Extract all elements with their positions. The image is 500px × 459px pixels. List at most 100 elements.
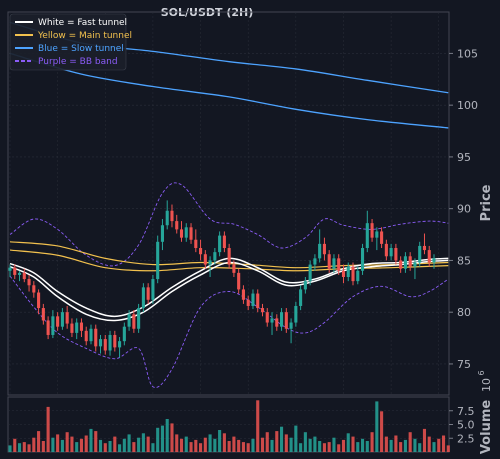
candle-body xyxy=(156,241,160,280)
candle-body xyxy=(384,243,388,257)
candle-body xyxy=(151,279,155,300)
candle-body xyxy=(394,248,398,261)
volume-bar xyxy=(375,401,379,452)
volume-bar xyxy=(351,436,355,452)
candle-body xyxy=(422,245,427,251)
volume-bar xyxy=(60,439,64,452)
volume-bar xyxy=(218,430,222,452)
volume-bar xyxy=(65,432,69,452)
candle-body xyxy=(118,341,122,348)
candle-body xyxy=(194,239,198,249)
candle-body xyxy=(341,270,346,277)
volume-bar xyxy=(146,436,150,452)
volume-bar xyxy=(380,411,384,452)
volume-bar xyxy=(13,438,17,452)
candle-body xyxy=(103,339,107,351)
volume-bar xyxy=(194,439,198,452)
volume-bar xyxy=(322,443,326,452)
legend-label-fast: White = Fast tunnel xyxy=(38,18,127,28)
volume-bar xyxy=(56,434,60,452)
volume-bar xyxy=(280,426,284,452)
volume-unit-exponent: 6 xyxy=(477,370,486,375)
candle-body xyxy=(113,334,117,348)
price-panel: 75 80 85 90 95 100 105 Price xyxy=(7,11,494,396)
volume-bar xyxy=(308,438,312,452)
candle-body xyxy=(122,326,126,342)
volume-tick-label: 5.0 xyxy=(457,419,475,432)
candle-body xyxy=(189,227,193,240)
volume-bar xyxy=(446,445,450,452)
volume-bar xyxy=(318,441,322,452)
price-tick-label: 85 xyxy=(457,254,471,267)
candle-body xyxy=(41,308,45,321)
volume-bar xyxy=(184,436,188,452)
volume-bar xyxy=(408,432,412,452)
volume-bar xyxy=(98,439,103,452)
candle-body xyxy=(132,314,136,329)
volume-bar xyxy=(232,436,236,452)
bb-band xyxy=(9,182,449,388)
volume-bar xyxy=(199,443,203,452)
volume-bar xyxy=(370,432,374,452)
volume-bar xyxy=(251,438,255,452)
volume-bar xyxy=(213,438,217,452)
candle-body xyxy=(256,293,260,309)
volume-bar xyxy=(165,419,169,452)
candle-body xyxy=(137,308,141,329)
price-tick-label: 80 xyxy=(457,306,471,319)
candle-body xyxy=(46,320,50,335)
candle-body xyxy=(37,292,41,309)
candle-body xyxy=(13,267,17,275)
volume-bar xyxy=(284,434,288,452)
candle-body xyxy=(413,262,417,267)
volume-bar xyxy=(84,435,88,452)
candle-body xyxy=(346,266,350,277)
candle-body xyxy=(284,312,288,329)
volume-bar xyxy=(141,433,145,452)
price-tick-label: 105 xyxy=(457,47,478,60)
candle-body xyxy=(141,287,145,309)
candle-body xyxy=(60,312,64,327)
volume-bar xyxy=(289,437,293,452)
volume-bar xyxy=(156,427,160,452)
volume-bar xyxy=(299,443,303,452)
main-2-line xyxy=(9,249,449,272)
candle-body xyxy=(27,279,31,286)
volume-bar xyxy=(432,442,436,452)
candle-body xyxy=(399,260,403,269)
volume-bar xyxy=(137,437,141,452)
candle-body xyxy=(199,248,203,255)
volume-bar xyxy=(313,436,317,452)
volume-bar xyxy=(132,442,136,452)
candle-body xyxy=(270,318,274,323)
price-tick-label: 90 xyxy=(457,203,471,216)
volume-bar xyxy=(8,445,12,452)
volume-bar xyxy=(413,438,417,452)
candle-body xyxy=(432,258,436,263)
candle-body xyxy=(427,250,431,263)
bb-lower-line xyxy=(9,275,449,388)
volume-bar xyxy=(127,434,131,452)
candle-body xyxy=(146,287,150,300)
price-axis-label: Price xyxy=(479,184,494,221)
candle-body xyxy=(280,312,284,327)
volume-bar xyxy=(389,439,393,452)
candle-body xyxy=(337,258,341,271)
legend-label-slow: Blue = Slow tunnel xyxy=(38,44,124,54)
volume-bar xyxy=(356,442,360,452)
candle-body xyxy=(351,266,355,282)
volume-bar xyxy=(122,438,126,452)
volume-bar xyxy=(41,441,45,452)
candle-body xyxy=(360,248,365,271)
candle-body xyxy=(365,223,369,249)
volume-bar xyxy=(237,439,241,452)
candle-body xyxy=(303,281,307,290)
volume-bar xyxy=(108,441,112,452)
volume-bar xyxy=(399,442,403,452)
legend-box xyxy=(9,13,127,71)
legend: White = Fast tunnel Yellow = Main tunnel… xyxy=(9,13,132,71)
volume-bar xyxy=(208,434,212,452)
volume-bar xyxy=(160,425,164,452)
candle-body xyxy=(213,252,217,261)
candle-body xyxy=(70,323,74,333)
